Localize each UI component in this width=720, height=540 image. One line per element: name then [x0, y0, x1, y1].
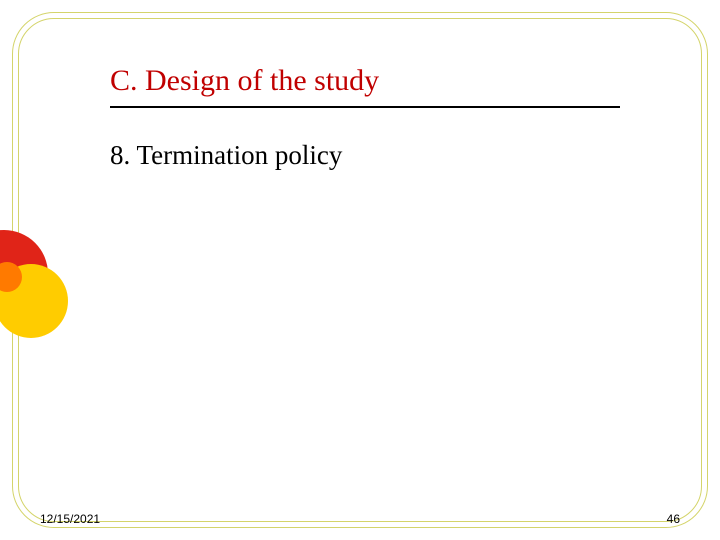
footer-date: 12/15/2021 [40, 512, 100, 526]
title-underline [110, 106, 620, 108]
slide-title: C. Design of the study [110, 64, 620, 104]
footer-page-number: 46 [667, 512, 680, 526]
slide-body: 8. Termination policy [110, 140, 342, 171]
decorative-circles [0, 230, 80, 350]
